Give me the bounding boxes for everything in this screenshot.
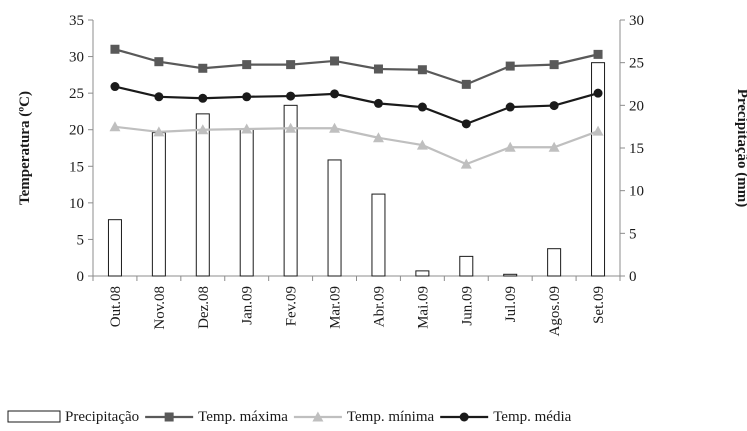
circle-marker (373, 98, 383, 108)
temperature-lines (109, 44, 604, 169)
square-marker (110, 44, 120, 54)
square-marker (164, 412, 174, 422)
y-right-tick-label: 0 (629, 269, 637, 285)
precipitation-bar (283, 104, 298, 277)
precipitation-bar (195, 113, 210, 277)
y-right-tick-label: 20 (629, 98, 644, 114)
y-axis-right-title: Precipitação (mm) (734, 89, 747, 207)
square-marker (505, 61, 515, 71)
y-left-tick-label: 15 (69, 159, 84, 175)
precipitation-bar (415, 270, 430, 277)
circle-marker (593, 88, 603, 98)
x-tick-label: Fev.09 (284, 286, 300, 326)
circle-marker (242, 92, 252, 102)
triangle-marker (548, 141, 560, 152)
triangle-marker (197, 124, 209, 135)
precipitation-bar (327, 159, 342, 277)
y-left-tick-label: 5 (77, 232, 85, 248)
precipitation-bar (547, 248, 562, 277)
circle-marker (459, 412, 469, 422)
square-marker (242, 60, 252, 70)
y-right-tick-label: 30 (629, 13, 644, 29)
x-tick-label: Jan.09 (240, 286, 256, 325)
x-tick-label: Jul.09 (503, 286, 519, 322)
circle-marker (505, 102, 515, 112)
tick-labels: 0 5 10 15 20 25 30 35 0 5 10 15 20 25 30 Out.08 Nov.08 De… (69, 13, 644, 336)
triangle-marker (241, 123, 253, 134)
line-series (109, 121, 604, 169)
circle-marker (549, 101, 559, 111)
legend-label: Temp. média (493, 409, 571, 425)
y-left-tick-label: 20 (69, 123, 84, 139)
square-marker (330, 56, 340, 66)
circle-marker (110, 82, 120, 92)
y-right-tick-label: 5 (629, 226, 637, 242)
triangle-marker (416, 139, 428, 150)
legend-label: Temp. máxima (198, 409, 288, 425)
legend-swatch-bar (7, 410, 61, 423)
triangle-marker (312, 411, 324, 422)
y-right-tick-label: 15 (629, 141, 644, 157)
circle-marker (330, 89, 340, 99)
triangle-marker (372, 132, 384, 143)
precipitation-bar (371, 193, 386, 277)
precipitation-bar (591, 62, 606, 277)
x-tick-label: Set.09 (591, 286, 607, 324)
x-tick-label: Mar.09 (328, 286, 344, 329)
precipitation-bar (107, 219, 122, 277)
y-right-tick-label: 25 (629, 56, 644, 72)
axes (88, 19, 625, 281)
y-left-tick-label: 35 (69, 13, 84, 29)
y-left-tick-label: 30 (69, 50, 84, 66)
circle-marker (461, 119, 471, 129)
precipitation-bar (239, 128, 254, 277)
y-right-tick-label: 10 (629, 184, 644, 200)
circle-marker (417, 102, 427, 112)
triangle-marker (329, 122, 341, 133)
legend: Precipitação Temp. máxima Temp. mínima Temp… (7, 409, 572, 425)
y-axis-left-title: Temperatura (ºC) (17, 91, 33, 205)
square-marker (593, 49, 603, 59)
x-tick-label: Agos.09 (547, 286, 563, 336)
y-left-tick-label: 25 (69, 86, 84, 102)
triangle-marker (504, 141, 516, 152)
square-marker (461, 79, 471, 89)
triangle-marker (460, 158, 472, 169)
triangle-marker (592, 125, 604, 136)
precipitation-bars (107, 62, 606, 277)
x-tick-label: Out.08 (108, 286, 124, 327)
legend-label: Precipitação (65, 409, 139, 425)
line-series (110, 44, 603, 89)
legend-label: Temp. mínima (347, 409, 435, 425)
y-left-tick-label: 10 (69, 196, 84, 212)
series-line (114, 85, 599, 126)
triangle-marker (153, 126, 165, 137)
circle-marker (154, 92, 164, 102)
triangle-marker (285, 122, 297, 133)
precipitation-bar (151, 132, 166, 277)
series-line (114, 125, 599, 166)
square-marker (549, 60, 559, 70)
square-marker (154, 57, 164, 67)
x-tick-label: Jun.09 (459, 286, 475, 326)
precipitation-bar (459, 255, 474, 277)
x-tick-label: Abr.09 (371, 286, 387, 327)
circle-marker (198, 93, 208, 103)
precipitation-bar (503, 273, 518, 277)
square-marker (417, 65, 427, 75)
square-marker (373, 64, 383, 74)
series-line (114, 48, 599, 86)
line-series (110, 82, 603, 129)
x-tick-label: Mai.09 (415, 286, 431, 329)
circle-marker (286, 91, 296, 101)
square-marker (286, 60, 296, 70)
x-tick-label: Dez.08 (196, 286, 212, 329)
y-left-tick-label: 0 (77, 269, 85, 285)
triangle-marker (109, 121, 121, 132)
square-marker (198, 63, 208, 73)
x-tick-label: Nov.08 (152, 286, 168, 330)
